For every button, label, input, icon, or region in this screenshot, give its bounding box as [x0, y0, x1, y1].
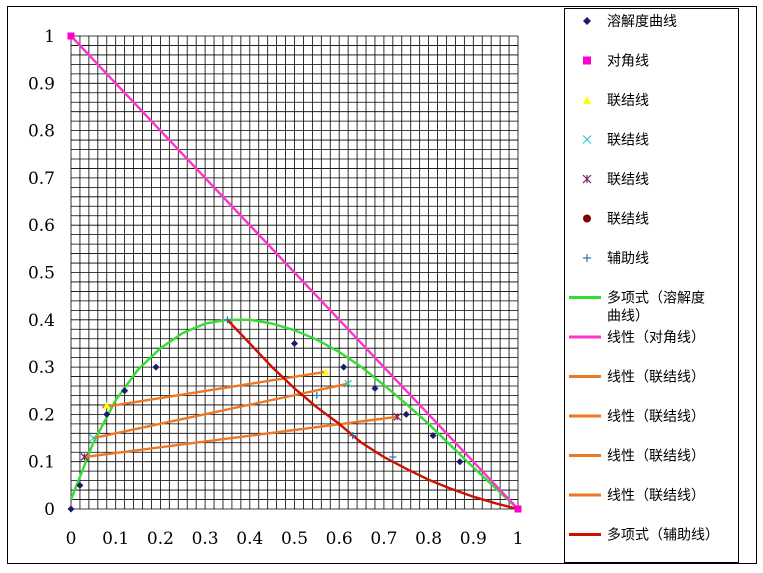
legend-swatch [582, 135, 592, 144]
legend-entry: 多项式（溶解度曲线） [569, 290, 705, 325]
data-point [89, 434, 98, 442]
legend-entry: 联结线 [582, 133, 649, 149]
data-point [340, 363, 348, 371]
data-point [223, 316, 231, 324]
legend-label: 多项式（溶解度 [607, 290, 705, 307]
series-line-11 [84, 415, 398, 459]
data-point [429, 432, 437, 440]
legend-entry: 对角线 [583, 54, 649, 70]
legend-entry: 线性（联结线） [569, 370, 705, 386]
data-point [103, 401, 111, 409]
y-tick-label: 0 [44, 500, 55, 520]
data-point [349, 432, 357, 440]
x-tick-label: 0.8 [415, 529, 442, 549]
data-point [322, 368, 330, 376]
legend-label: 线性（联结线） [607, 449, 705, 465]
series-line-9 [102, 370, 326, 409]
y-tick-label: 0.6 [28, 216, 55, 236]
y-tick-label: 0.7 [28, 169, 55, 189]
legend-label: 线性（联结线） [607, 409, 705, 425]
series-points-1 [67, 32, 522, 513]
legend-label: 联结线 [607, 133, 649, 149]
legend-label: 线性（对角线） [607, 330, 705, 346]
legend-label: 联结线 [607, 172, 649, 188]
data-point [103, 410, 111, 418]
x-tick-label: 0.6 [326, 529, 353, 549]
legend-label: 联结线 [607, 93, 649, 109]
legend-label: 线性（联结线） [607, 488, 705, 504]
y-tick-label: 0.5 [28, 264, 55, 284]
x-tick-label: 0.3 [192, 529, 219, 549]
y-tick-label: 1 [44, 27, 55, 47]
data-point [393, 412, 402, 421]
series-line-10 [93, 382, 349, 440]
legend-label: 联结线 [607, 212, 649, 228]
data-point [402, 410, 410, 418]
plot-grid [70, 35, 519, 510]
legend-label-line2: 曲线） [607, 309, 649, 325]
legend-entry: 线性（联结线） [569, 488, 705, 504]
data-point [67, 505, 75, 513]
x-tick-label: 0.2 [147, 529, 174, 549]
legend-label: 多项式（辅助线） [607, 527, 719, 544]
data-point [76, 481, 84, 489]
data-point [291, 339, 298, 347]
data-point [456, 458, 464, 466]
series-points-6 [223, 316, 397, 461]
x-tick-label: 0.1 [102, 529, 129, 549]
legend-entry: 线性（对角线） [569, 330, 705, 346]
y-tick-label: 0.2 [28, 405, 55, 425]
x-tick-label: 0 [66, 529, 77, 549]
y-tick-label: 0.3 [28, 358, 55, 378]
series-line-13 [226, 318, 519, 511]
x-tick-label: 0.4 [236, 529, 263, 549]
legend-label: 线性（联结线） [607, 370, 705, 386]
data-point [313, 391, 321, 399]
data-point [152, 363, 160, 371]
legend-label: 溶解度曲线 [607, 14, 677, 30]
legend-entry: 辅助线 [583, 251, 649, 267]
x-tick-label: 0.7 [370, 529, 397, 549]
legend-swatch [583, 96, 591, 104]
series-points-4 [80, 412, 402, 461]
series-line-8 [70, 35, 519, 510]
legend-swatch [583, 17, 591, 25]
data-point [67, 32, 75, 40]
legend-entry: 线性（联结线） [569, 449, 705, 465]
data-point [344, 379, 353, 388]
data-point [514, 505, 522, 513]
legend-swatch [583, 214, 591, 223]
y-tick-label: 0.9 [28, 74, 55, 94]
x-tick-label: 0.5 [281, 529, 308, 549]
data-point [80, 453, 89, 461]
legend-label: 辅助线 [607, 251, 649, 267]
data-point [371, 384, 379, 392]
legend-entry: 联结线 [583, 93, 649, 109]
y-tick-label: 0.8 [28, 122, 55, 142]
series-points-2 [103, 368, 330, 409]
legend-entry: 多项式（辅助线） [569, 527, 719, 544]
legend-items: 溶解度曲线对角线联结线联结线联结线联结线辅助线多项式（溶解度曲线）线性（对角线）… [569, 14, 719, 544]
legend-entry: 溶解度曲线 [583, 14, 677, 30]
data-point [389, 453, 397, 461]
series-line-7 [69, 318, 519, 510]
data-point [121, 387, 129, 395]
legend-entry: 联结线 [583, 212, 649, 228]
x-tick-label: 0.9 [460, 529, 487, 549]
legend-swatch [582, 174, 592, 184]
legend-swatch [583, 56, 591, 65]
series-points-3 [89, 379, 353, 442]
y-tick-label: 0.1 [28, 453, 55, 473]
chart-legend: 溶解度曲线 对角线 联结线 联结线 联结线 联结线 辅助线 多项式（溶解度 曲线） 线性（对角线）… [564, 8, 739, 563]
legend-entry: 线性（联结线） [569, 409, 705, 425]
legend-label: 对角线 [607, 54, 649, 70]
legend-swatch [583, 254, 591, 262]
x-tick-label: 1 [513, 529, 524, 549]
legend-entry: 联结线 [582, 172, 649, 188]
y-tick-label: 0.4 [28, 311, 55, 331]
